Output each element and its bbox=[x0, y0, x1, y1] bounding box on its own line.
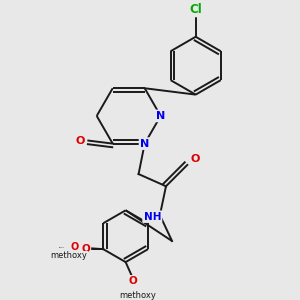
Text: methoxy: methoxy bbox=[58, 253, 64, 254]
Text: O: O bbox=[75, 136, 85, 146]
Text: O: O bbox=[190, 154, 200, 164]
Text: Cl: Cl bbox=[189, 3, 202, 16]
Text: methoxy: methoxy bbox=[119, 291, 156, 300]
Text: N: N bbox=[140, 139, 149, 148]
Text: O: O bbox=[81, 244, 90, 254]
Text: N: N bbox=[156, 111, 165, 121]
Text: methoxy: methoxy bbox=[51, 251, 88, 260]
Text: NH: NH bbox=[143, 212, 161, 222]
Text: O: O bbox=[129, 276, 138, 286]
Text: methoxy: methoxy bbox=[58, 247, 64, 248]
Text: O: O bbox=[71, 242, 79, 252]
